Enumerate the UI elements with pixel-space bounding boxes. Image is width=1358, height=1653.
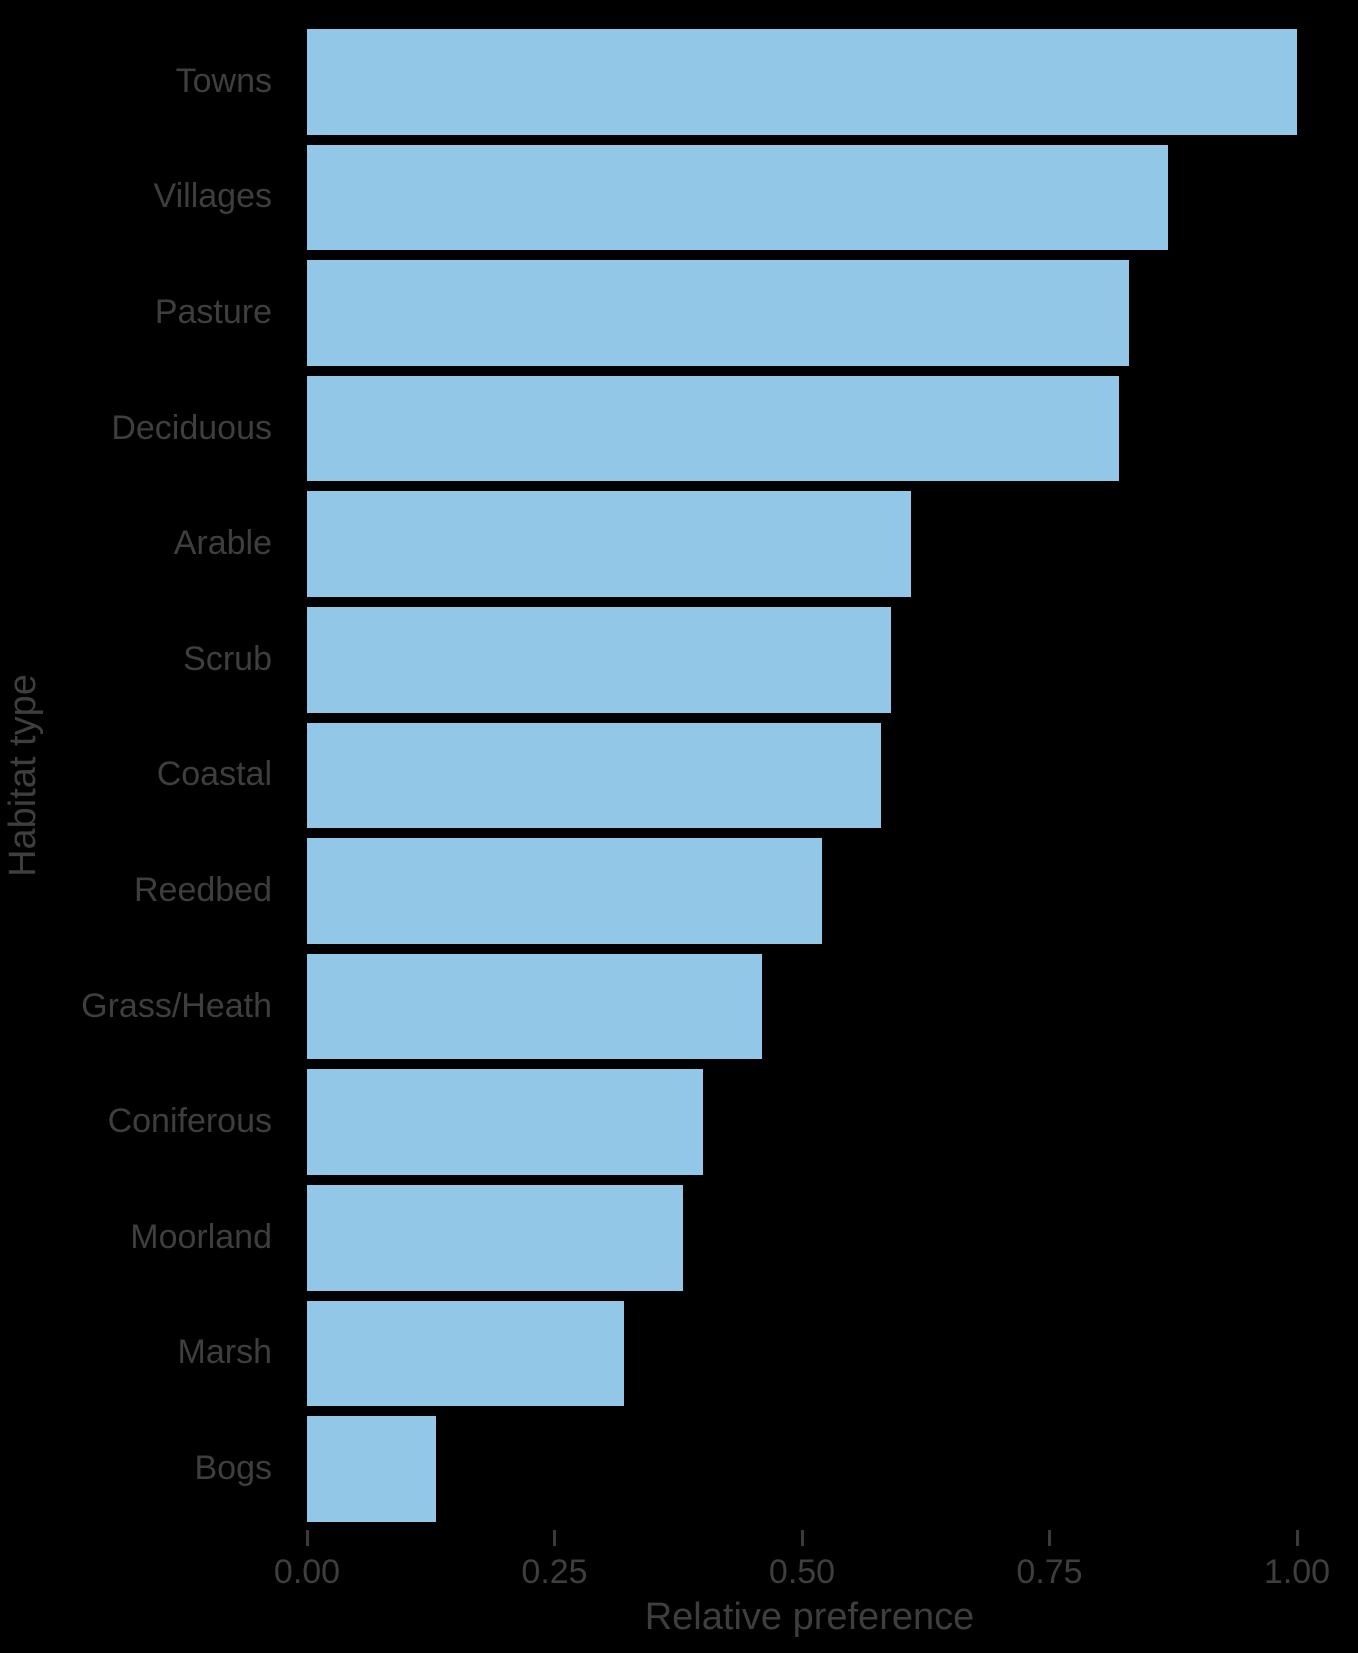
x-tick-label-0.00: 0.00 <box>273 1553 341 1591</box>
x-tick-label-0.25: 0.25 <box>521 1553 588 1591</box>
category-label-arable: Arable <box>173 524 272 563</box>
x-tick-mark-0.25 <box>553 1530 556 1546</box>
category-label-coastal: Coastal <box>156 755 272 794</box>
x-tick-mark-1.00 <box>1295 1530 1299 1546</box>
x-tick-label-0.75: 0.75 <box>1016 1553 1083 1591</box>
x-tick-mark-0.75 <box>1048 1530 1051 1546</box>
category-label-marsh: Marsh <box>177 1333 272 1372</box>
bar-arable <box>307 491 911 597</box>
bar-villages <box>307 144 1169 251</box>
category-label-pasture: Pasture <box>154 292 272 331</box>
x-tick-label-0.50: 0.50 <box>768 1553 836 1591</box>
category-label-grass-heath: Grass/Heath <box>81 986 272 1025</box>
bar-coastal <box>307 722 882 829</box>
category-label-villages: Villages <box>153 177 272 216</box>
x-tick-label-1.00: 1.00 <box>1263 1553 1331 1591</box>
x-tick-mark-0.00 <box>305 1530 309 1546</box>
x-tick-mark-0.50 <box>800 1530 804 1546</box>
bar-coniferous <box>307 1069 703 1175</box>
bar-reedbed <box>307 838 822 944</box>
category-label-reedbed: Reedbed <box>133 870 272 909</box>
bar-moorland <box>307 1185 684 1291</box>
bar-pasture <box>307 260 1129 366</box>
category-label-moorland: Moorland <box>130 1217 272 1256</box>
category-label-deciduous: Deciduous <box>111 408 272 447</box>
category-label-towns: Towns <box>175 61 272 100</box>
x-axis-title: Relative preference <box>644 1596 975 1638</box>
bar-marsh <box>307 1300 624 1407</box>
category-label-scrub: Scrub <box>183 639 272 678</box>
bar-scrub <box>307 607 892 713</box>
bar-grass-heath <box>307 953 763 1060</box>
bar-towns <box>307 29 1297 135</box>
category-label-coniferous: Coniferous <box>107 1102 272 1141</box>
plot-area <box>307 29 1312 1522</box>
bar-deciduous <box>307 375 1119 482</box>
category-label-bogs: Bogs <box>194 1448 273 1487</box>
bar-bogs <box>307 1416 436 1522</box>
